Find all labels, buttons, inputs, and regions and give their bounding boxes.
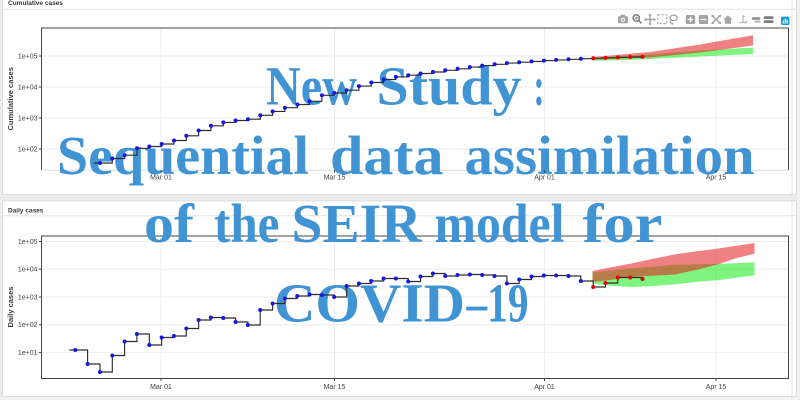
svg-text:Apr 01: Apr 01: [534, 384, 555, 391]
svg-text:1e+05: 1e+05: [18, 239, 38, 246]
svg-text:1e+01: 1e+01: [18, 350, 38, 357]
svg-text:Mar 01: Mar 01: [150, 175, 172, 182]
svg-text:1e+04: 1e+04: [18, 84, 38, 91]
svg-text:1e+02: 1e+02: [18, 146, 38, 153]
svg-text:Daily cases: Daily cases: [6, 287, 15, 328]
svg-text:Apr 15: Apr 15: [706, 175, 727, 182]
svg-text:data: data: [330, 125, 444, 186]
svg-text:–19: –19: [466, 273, 529, 334]
svg-text:Apr 01: Apr 01: [534, 175, 555, 182]
svg-text:1e+02: 1e+02: [18, 322, 38, 329]
svg-text:of: of: [144, 193, 195, 254]
svg-text:Study: Study: [377, 56, 522, 117]
svg-text:Mar 15: Mar 15: [324, 175, 346, 182]
svg-text:1e+03: 1e+03: [18, 115, 38, 122]
svg-text:Cumulative cases: Cumulative cases: [8, 0, 63, 7]
svg-text:1e+05: 1e+05: [18, 53, 38, 60]
svg-text:Apr 15: Apr 15: [706, 384, 727, 391]
svg-text:Mar 01: Mar 01: [150, 384, 172, 391]
svg-text::: :: [534, 56, 545, 117]
svg-text:Mar 15: Mar 15: [324, 384, 346, 391]
svg-text:model: model: [435, 193, 565, 254]
svg-text:SEIR: SEIR: [292, 193, 423, 254]
svg-text:for: for: [583, 193, 663, 254]
svg-text:Cumulative cases: Cumulative cases: [6, 67, 15, 130]
svg-text:COVID: COVID: [274, 273, 465, 334]
svg-text:the: the: [214, 193, 280, 254]
svg-text:Sequential: Sequential: [57, 125, 309, 186]
svg-text:1e+03: 1e+03: [18, 294, 38, 301]
svg-text:assimilation: assimilation: [465, 125, 755, 186]
svg-text:Daily cases: Daily cases: [8, 208, 44, 215]
svg-text:New: New: [266, 56, 357, 117]
svg-text:1e+04: 1e+04: [18, 267, 38, 274]
